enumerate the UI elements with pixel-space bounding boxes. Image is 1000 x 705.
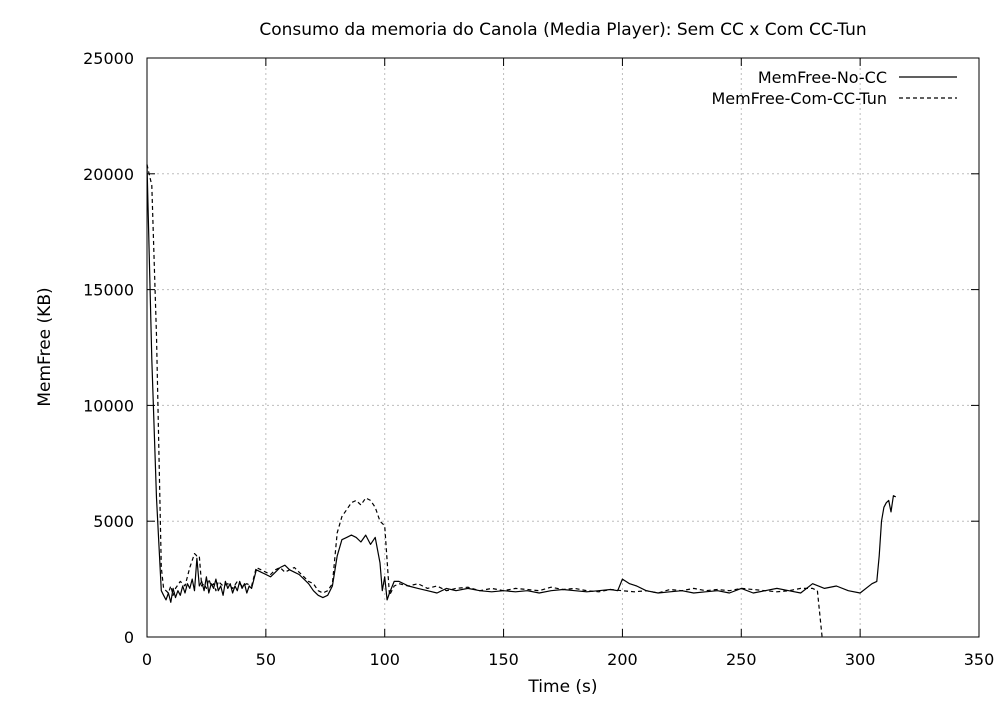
x-tick-label: 300 — [845, 650, 876, 669]
y-tick-label: 15000 — [83, 281, 134, 300]
legend: MemFree-No-CC MemFree-Com-CC-Tun — [711, 68, 957, 108]
series-line-memfree-no-cc — [146, 164, 897, 603]
y-axis-title: MemFree (KB) — [35, 287, 55, 406]
x-tick-label: 50 — [256, 650, 276, 669]
series-layer — [146, 164, 897, 638]
legend-label: MemFree-Com-CC-Tun — [711, 89, 887, 108]
x-tick-label: 0 — [142, 650, 152, 669]
plot-area-frame — [146, 57, 980, 638]
axis-ticks: 0 50 100 150 200 250 300 350 0 5000 10000 15000 2000… — [83, 49, 994, 669]
y-tick-label: 5000 — [93, 512, 134, 531]
x-axis-title: Time (s) — [527, 677, 597, 697]
x-tick-label: 100 — [369, 650, 400, 669]
chart-title: Consumo da memoria do Canola (Media Play… — [259, 20, 866, 40]
x-tick-label: 350 — [964, 650, 995, 669]
legend-label: MemFree-No-CC — [758, 68, 887, 87]
series-line-memfree-com-cc-tun — [146, 164, 825, 638]
x-tick-label: 250 — [726, 650, 757, 669]
y-tick-label: 25000 — [83, 49, 134, 68]
y-tick-label: 10000 — [83, 396, 134, 415]
grid-lines — [147, 58, 979, 637]
x-tick-label: 200 — [607, 650, 638, 669]
y-tick-label: 20000 — [83, 165, 134, 184]
x-tick-label: 150 — [488, 650, 519, 669]
y-tick-label: 0 — [124, 628, 134, 647]
